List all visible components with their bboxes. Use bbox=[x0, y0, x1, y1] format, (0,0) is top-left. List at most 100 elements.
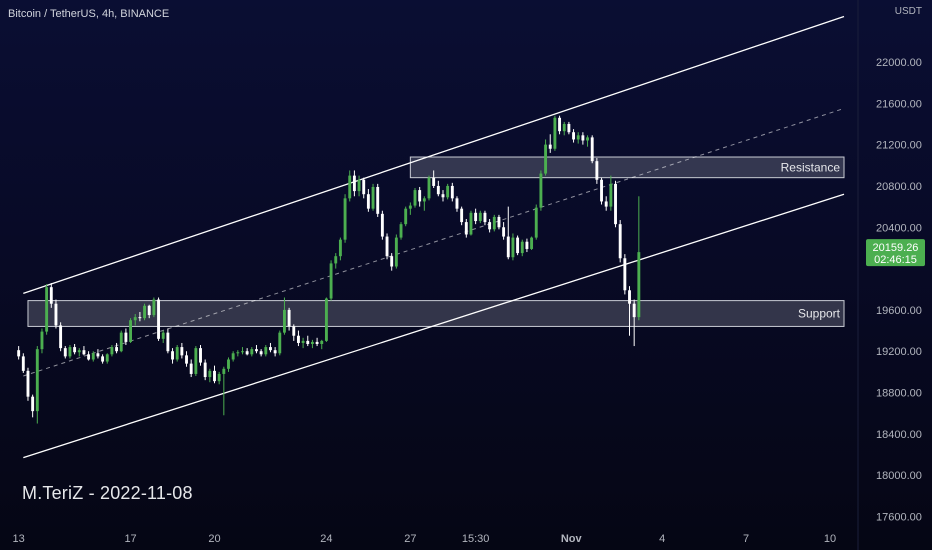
candle-body bbox=[185, 355, 188, 364]
candle-body bbox=[525, 241, 529, 249]
candle bbox=[623, 254, 627, 295]
candle bbox=[618, 220, 622, 263]
candle bbox=[175, 345, 179, 362]
candle bbox=[278, 330, 282, 356]
resistance-zone[interactable] bbox=[409, 156, 845, 179]
candle bbox=[49, 283, 53, 308]
candle-body bbox=[623, 258, 627, 291]
candle bbox=[73, 343, 77, 355]
candle bbox=[343, 194, 347, 243]
candle bbox=[87, 351, 91, 361]
symbol-title: Bitcoin / TetherUS, 4h, BINANCE bbox=[8, 8, 170, 20]
candle-body bbox=[576, 135, 580, 140]
candle bbox=[380, 210, 384, 240]
candle-body bbox=[68, 347, 72, 357]
candle-body bbox=[91, 353, 95, 360]
candle-body bbox=[432, 177, 436, 186]
candle-body bbox=[105, 354, 109, 362]
channel-upper-line[interactable] bbox=[23, 15, 845, 294]
candle bbox=[315, 337, 319, 347]
candle-body bbox=[227, 359, 230, 369]
candle-body bbox=[572, 132, 575, 140]
candle-body bbox=[455, 198, 459, 209]
candle-body bbox=[110, 347, 114, 355]
candle bbox=[609, 175, 613, 211]
candle-body bbox=[255, 349, 258, 352]
candle-body bbox=[194, 348, 198, 374]
candle bbox=[516, 235, 520, 256]
channel-lower-line[interactable] bbox=[23, 193, 845, 459]
candle-body bbox=[357, 179, 361, 192]
candle-body bbox=[488, 222, 492, 230]
candle bbox=[450, 182, 454, 202]
candle-body bbox=[77, 350, 81, 353]
candle bbox=[329, 260, 333, 301]
candle bbox=[91, 351, 95, 362]
candle bbox=[310, 339, 314, 349]
candle bbox=[455, 196, 459, 212]
candle bbox=[138, 311, 142, 322]
candle-body bbox=[600, 179, 603, 202]
candle bbox=[595, 158, 599, 184]
candle-body bbox=[539, 173, 543, 208]
price-tick-label: 21200.00 bbox=[876, 140, 922, 152]
candle-body bbox=[217, 373, 221, 382]
candle-body bbox=[45, 287, 49, 332]
candle-body bbox=[446, 185, 450, 198]
candle-body bbox=[171, 351, 174, 360]
candle bbox=[460, 206, 464, 226]
candle-body bbox=[54, 303, 58, 326]
candle bbox=[446, 183, 450, 200]
candle-body bbox=[63, 348, 67, 357]
candle bbox=[427, 175, 431, 201]
candle bbox=[604, 196, 608, 211]
candle-body bbox=[236, 352, 240, 354]
candle-body bbox=[222, 368, 226, 374]
candle bbox=[474, 208, 478, 225]
candle-body bbox=[213, 370, 216, 382]
candle bbox=[562, 121, 566, 136]
candle-body bbox=[143, 305, 146, 319]
candle-body bbox=[348, 175, 352, 199]
candle-body bbox=[301, 340, 305, 343]
candle-body bbox=[408, 205, 412, 209]
price-tick-label: 19600.00 bbox=[876, 305, 922, 317]
candle bbox=[143, 303, 146, 321]
candle-body bbox=[595, 161, 599, 180]
candle-body bbox=[147, 305, 151, 316]
candle bbox=[250, 347, 254, 357]
last-price-tag bbox=[866, 239, 925, 267]
candle bbox=[576, 132, 580, 144]
candle bbox=[492, 214, 496, 232]
candle bbox=[371, 183, 375, 211]
candle bbox=[441, 190, 445, 202]
candle bbox=[171, 348, 174, 364]
candle-body bbox=[590, 137, 594, 162]
candle-body bbox=[59, 325, 63, 349]
time-tick-label: 15:30 bbox=[462, 533, 490, 545]
time-tick-label: 10 bbox=[824, 533, 836, 545]
candle-body bbox=[362, 179, 366, 195]
candle-body bbox=[329, 263, 333, 299]
candle-body bbox=[450, 185, 454, 199]
last-price-value: 20159.26 bbox=[873, 242, 919, 254]
candle bbox=[614, 180, 617, 228]
candle-body bbox=[609, 183, 613, 207]
candle bbox=[77, 348, 81, 357]
channel-mid-line[interactable] bbox=[23, 107, 845, 377]
candle bbox=[133, 314, 137, 326]
candle bbox=[40, 328, 44, 354]
candle-body bbox=[366, 194, 370, 209]
candle-body bbox=[338, 239, 342, 257]
candle-body bbox=[474, 212, 478, 222]
candle bbox=[152, 297, 156, 318]
support-zone[interactable] bbox=[27, 300, 845, 327]
price-tick-label: 18400.00 bbox=[876, 429, 922, 441]
candle bbox=[105, 353, 109, 364]
candle-body bbox=[436, 185, 440, 195]
candle-body bbox=[380, 213, 384, 237]
candle bbox=[352, 170, 356, 197]
candle bbox=[376, 183, 380, 217]
